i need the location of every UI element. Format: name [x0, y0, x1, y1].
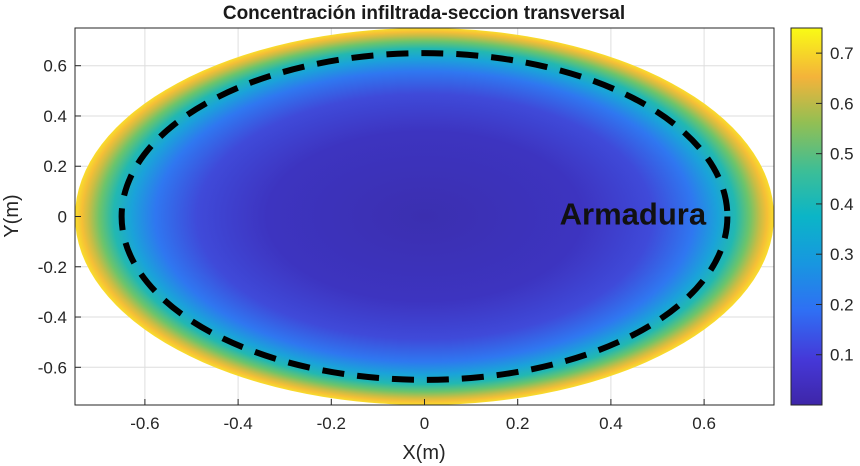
- y-axis-label: Y(m): [1, 194, 23, 237]
- colorbar: [790, 27, 823, 406]
- x-tick-label: -0.2: [317, 414, 346, 433]
- x-tick-label: 0.2: [506, 414, 530, 433]
- colorbar-tick-label: 0.7: [830, 44, 854, 63]
- colorbar-ticks: 0.7 0.6 0.5 0.4 0.3 0.2 0.1: [816, 44, 854, 365]
- x-tick-label: -0.4: [223, 414, 252, 433]
- y-axis-ticks: 0.6 0.4 0.2 0 -0.2 -0.4 -0.6: [38, 57, 81, 377]
- colorbar-tick-label: 0.2: [830, 295, 854, 314]
- x-axis-label: X(m): [402, 442, 445, 464]
- y-tick-label: -0.2: [38, 258, 67, 277]
- armadura-annotation: Armadura: [560, 197, 707, 232]
- y-tick-label: 0.2: [43, 157, 67, 176]
- y-tick-label: 0.6: [43, 57, 67, 76]
- y-tick-label: 0.4: [43, 107, 67, 126]
- x-tick-label: -0.6: [130, 414, 159, 433]
- x-tick-label: 0.4: [599, 414, 623, 433]
- x-tick-label: 0.6: [692, 414, 716, 433]
- chart-title: Concentración infiltrada-seccion transve…: [223, 3, 625, 24]
- x-axis-ticks: -0.6 -0.4 -0.2 0 0.2 0.4 0.6: [130, 399, 716, 433]
- y-tick-label: -0.6: [38, 358, 67, 377]
- colorbar-tick-label: 0.5: [830, 145, 854, 164]
- colorbar-tick-label: 0.4: [830, 195, 854, 214]
- cross-section-heatmap: [75, 28, 774, 405]
- reinforcement-dashed-ellipse: [118, 50, 731, 383]
- colorbar-tick-label: 0.6: [830, 94, 854, 113]
- colorbar-tick-label: 0.3: [830, 245, 854, 264]
- x-tick-label: 0: [420, 414, 429, 433]
- colorbar-tick-label: 0.1: [830, 346, 854, 365]
- y-tick-label: 0: [58, 208, 67, 227]
- y-tick-label: -0.4: [38, 308, 67, 327]
